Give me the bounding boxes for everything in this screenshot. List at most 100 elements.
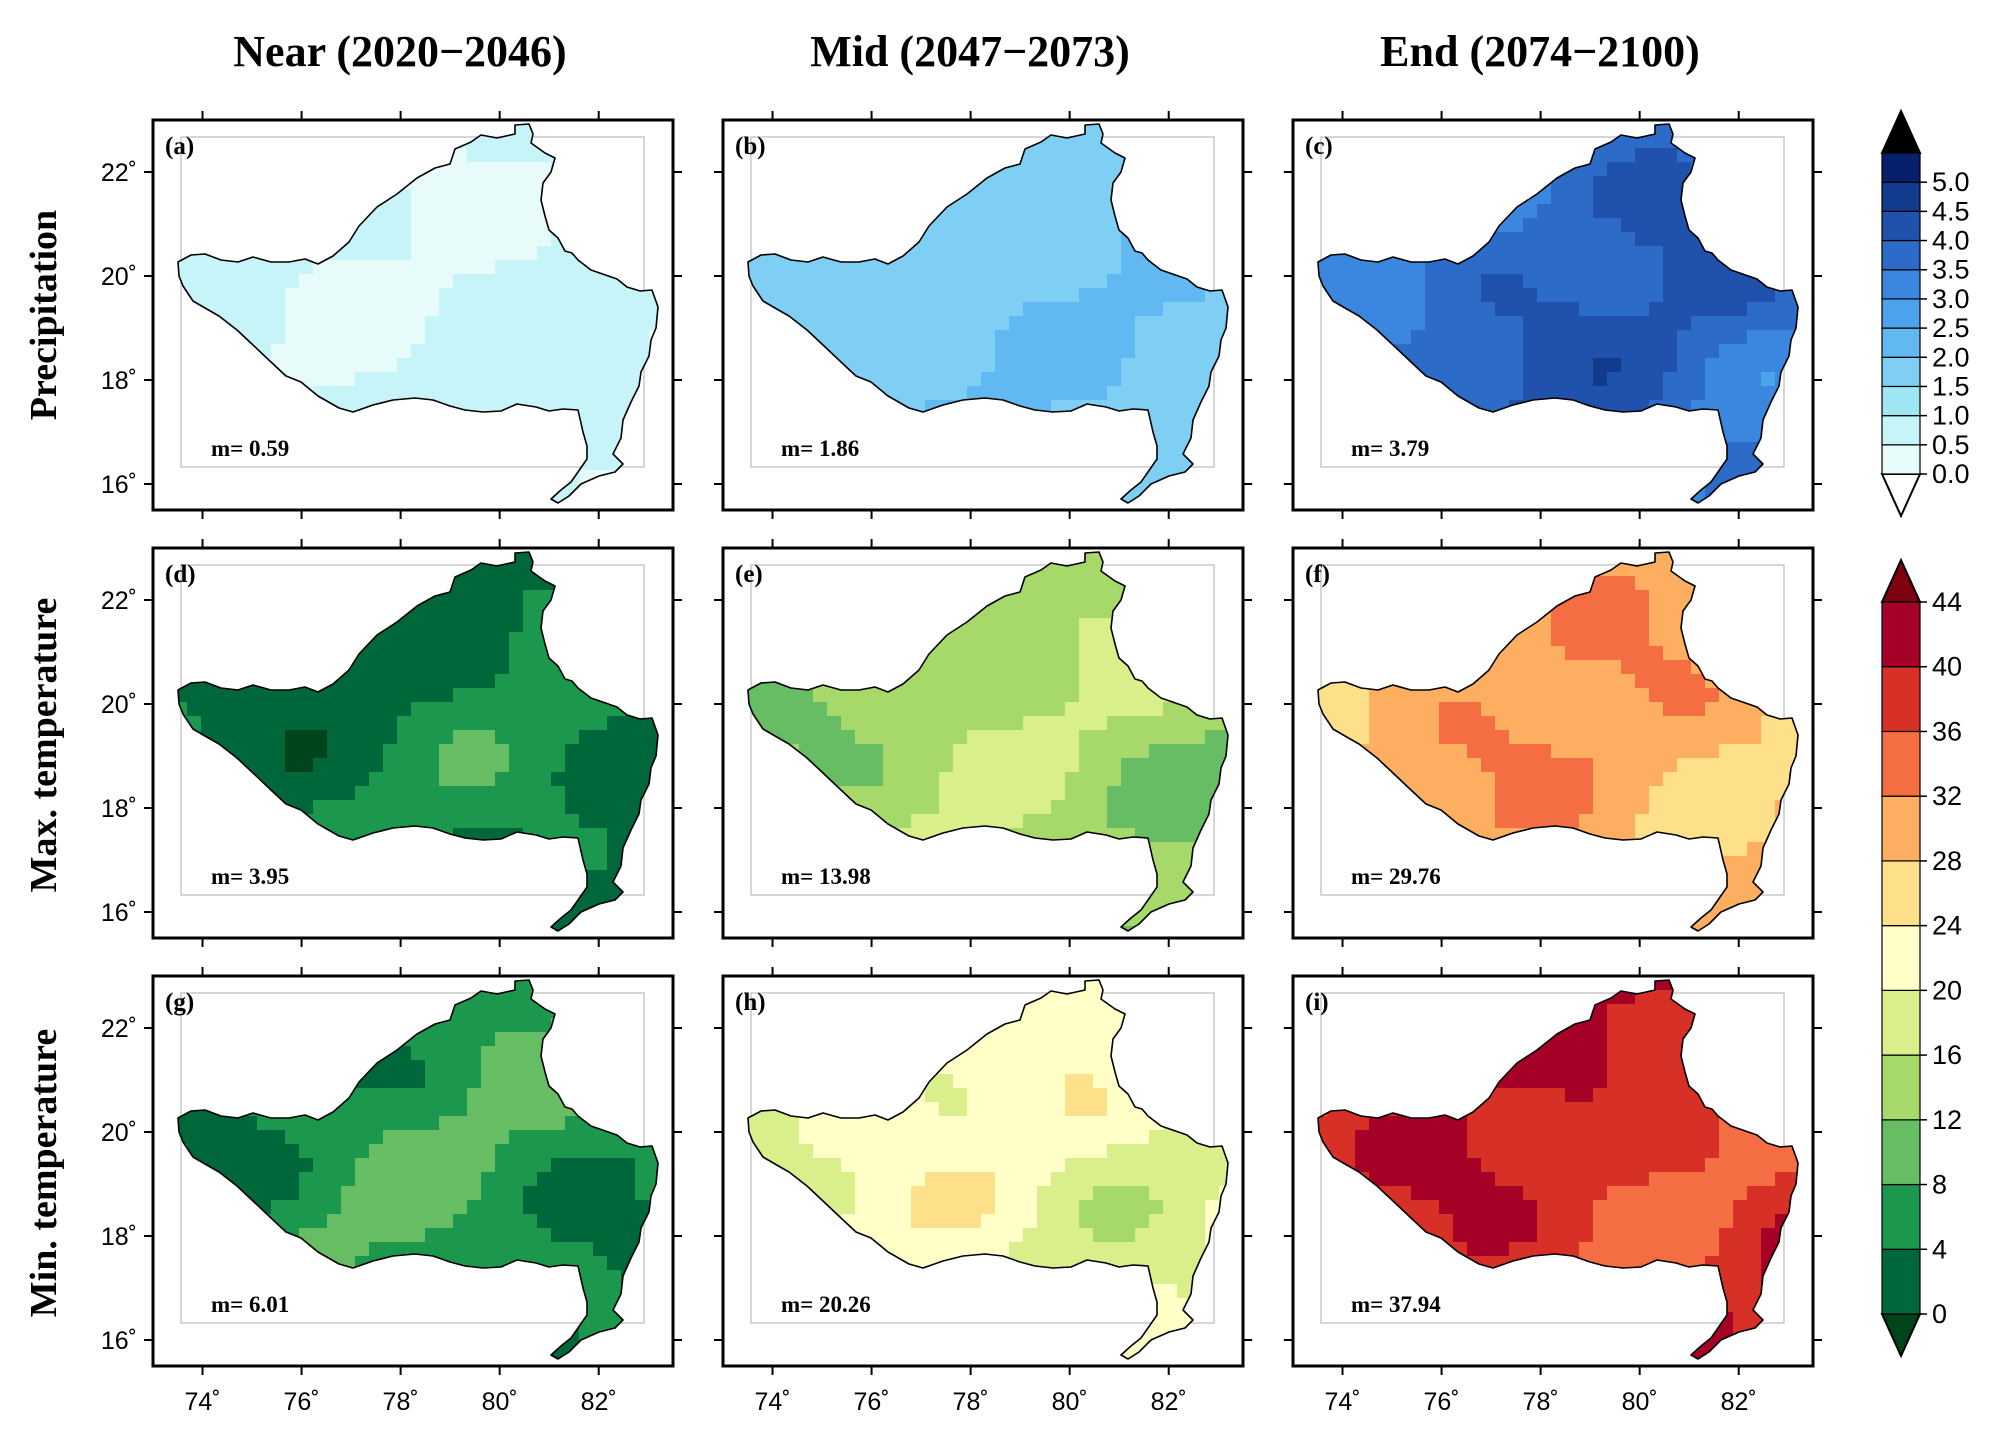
- grid-cell: [785, 842, 800, 857]
- grid-cell: [1205, 176, 1220, 191]
- grid-cell: [939, 190, 954, 205]
- grid-cell: [1733, 204, 1748, 219]
- grid-cell: [883, 190, 898, 205]
- grid-cell: [1523, 386, 1538, 401]
- grid-cell: [995, 674, 1010, 689]
- grid-cell: [939, 716, 954, 731]
- grid-cell: [565, 260, 580, 275]
- grid-cell: [579, 148, 594, 163]
- grid-cell: [649, 702, 658, 717]
- grid-cell: [1425, 316, 1440, 331]
- grid-cell: [523, 842, 538, 857]
- grid-cell: [425, 344, 440, 359]
- grid-cell: [593, 842, 608, 857]
- grid-cell: [579, 576, 594, 591]
- grid-cell: [593, 646, 608, 661]
- grid-cell: [1495, 190, 1510, 205]
- grid-cell: [1425, 344, 1440, 359]
- grid-cell: [621, 800, 636, 815]
- grid-cell: [1149, 386, 1164, 401]
- grid-cell: [621, 786, 636, 801]
- grid-cell: [565, 604, 580, 619]
- grid-cell: [621, 702, 636, 717]
- grid-cell: [537, 730, 552, 745]
- grid-cell: [855, 134, 870, 149]
- grid-cell: [1691, 124, 1706, 135]
- grid-cell: [1037, 618, 1052, 633]
- grid-cell: [771, 470, 786, 485]
- grid-cell: [551, 772, 566, 787]
- grid-cell: [285, 232, 300, 247]
- grid-cell: [1121, 772, 1136, 787]
- grid-cell: [1023, 456, 1038, 471]
- grid-cell: [1397, 414, 1412, 429]
- grid-cell: [229, 912, 244, 927]
- grid-cell: [1579, 456, 1594, 471]
- grid-cell: [785, 204, 800, 219]
- grid-cell: [995, 316, 1010, 331]
- grid-cell: [229, 814, 244, 829]
- grid-cell: [1747, 246, 1762, 261]
- grid-cell: [939, 442, 954, 457]
- grid-cell: [1163, 758, 1178, 773]
- grid-cell: [537, 772, 552, 787]
- grid-cell: [1551, 428, 1566, 443]
- grid-cell: [869, 162, 884, 177]
- grid-cell: [1761, 470, 1776, 485]
- grid-cell: [565, 828, 580, 843]
- grid-cell: [1177, 400, 1192, 415]
- grid-cell: [925, 484, 940, 499]
- grid-cell: [1593, 190, 1608, 205]
- grid-cell: [425, 800, 440, 815]
- grid-cell: [1551, 456, 1566, 471]
- grid-cell: [799, 772, 814, 787]
- grid-cell: [1747, 358, 1762, 373]
- grid-cell: [271, 576, 286, 591]
- grid-cell: [271, 134, 286, 149]
- grid-cell: [1023, 218, 1038, 233]
- grid-cell: [229, 316, 244, 331]
- grid-cell: [995, 856, 1010, 871]
- grid-cell: [757, 358, 772, 373]
- grid-cell: [551, 372, 566, 387]
- grid-cell: [1051, 576, 1066, 591]
- grid-cell: [369, 176, 384, 191]
- grid-cell: [1467, 134, 1482, 149]
- grid-cell: [1065, 856, 1080, 871]
- grid-cell: [579, 800, 594, 815]
- grid-cell: [1355, 274, 1370, 289]
- grid-cell: [341, 288, 356, 303]
- grid-cell: [1453, 218, 1468, 233]
- grid-cell: [1439, 232, 1454, 247]
- grid-cell: [1635, 456, 1650, 471]
- grid-cell: [649, 162, 658, 177]
- grid-cell: [1621, 218, 1636, 233]
- grid-cell: [215, 218, 230, 233]
- grid-cell: [1163, 176, 1178, 191]
- grid-cell: [1467, 260, 1482, 275]
- grid-cell: [883, 772, 898, 787]
- grid-cell: [383, 260, 398, 275]
- grid-cell: [1163, 400, 1178, 415]
- grid-cell: [967, 358, 982, 373]
- grid-cell: [383, 134, 398, 149]
- grid-cell: [1009, 674, 1024, 689]
- grid-cell: [215, 800, 230, 815]
- grid-cell: [243, 618, 258, 633]
- grid-cell: [243, 316, 258, 331]
- grid-cell: [1775, 470, 1790, 485]
- grid-cell: [841, 316, 856, 331]
- grid-cell: [1121, 674, 1136, 689]
- grid-cell: [285, 828, 300, 843]
- grid-cell: [911, 772, 926, 787]
- grid-cell: [411, 870, 426, 885]
- grid-cell: [201, 716, 216, 731]
- grid-cell: [481, 688, 496, 703]
- grid-cell: [607, 218, 622, 233]
- grid-cell: [1761, 190, 1776, 205]
- grid-cell: [1107, 176, 1122, 191]
- grid-cell: [551, 646, 566, 661]
- grid-cell: [299, 912, 314, 927]
- grid-cell: [355, 246, 370, 261]
- grid-cell: [201, 330, 216, 345]
